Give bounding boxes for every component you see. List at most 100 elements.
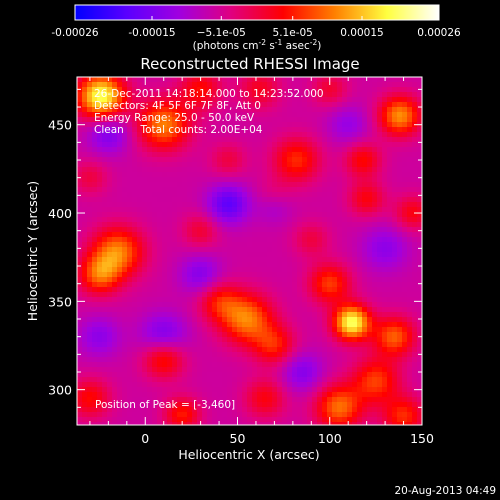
heatmap-cell	[162, 132, 168, 138]
heatmap-cell	[222, 287, 228, 293]
heatmap-cell	[142, 102, 148, 108]
heatmap-cell	[192, 412, 198, 418]
heatmap-cell	[162, 402, 168, 408]
heatmap-cell	[117, 137, 123, 143]
heatmap-cell	[247, 192, 253, 198]
heatmap-cell	[367, 172, 373, 178]
heatmap-cell	[412, 167, 418, 173]
heatmap-cell	[417, 282, 422, 288]
heatmap-cell	[397, 387, 403, 393]
heatmap-cell	[217, 152, 223, 158]
heatmap-cell	[272, 357, 278, 363]
heatmap-cell	[272, 102, 278, 108]
heatmap-cell	[377, 82, 383, 88]
heatmap-cell	[292, 422, 298, 425]
heatmap-cell	[177, 387, 183, 393]
heatmap-cell	[372, 392, 378, 398]
heatmap-cell	[272, 212, 278, 218]
heatmap-cell	[377, 97, 383, 103]
heatmap-cell	[237, 402, 243, 408]
heatmap-cell	[367, 367, 373, 373]
heatmap-cell	[282, 222, 288, 228]
heatmap-cell	[247, 392, 253, 398]
heatmap-cell	[247, 267, 253, 273]
heatmap-cell	[227, 217, 233, 223]
heatmap-cell	[327, 252, 333, 258]
heatmap-cell	[247, 327, 253, 333]
heatmap-cell	[207, 422, 213, 425]
heatmap-cell	[367, 107, 373, 113]
heatmap-cell	[147, 182, 153, 188]
heatmap-cell	[77, 322, 83, 328]
heatmap-cell	[162, 77, 168, 83]
heatmap-cell	[252, 312, 258, 318]
heatmap-cell	[277, 97, 283, 103]
heatmap-cell	[252, 252, 258, 258]
heatmap-cell	[152, 252, 158, 258]
heatmap-cell	[107, 212, 113, 218]
heatmap-cell	[187, 192, 193, 198]
heatmap-cell	[317, 202, 323, 208]
heatmap-cell	[277, 387, 283, 393]
heatmap-cell	[357, 87, 363, 93]
heatmap-cell	[297, 397, 303, 403]
heatmap-cell	[342, 277, 348, 283]
heatmap-cell	[317, 322, 323, 328]
heatmap-cell	[127, 162, 133, 168]
heatmap-cell	[342, 417, 348, 423]
heatmap-cell	[162, 97, 168, 103]
heatmap-cell	[377, 277, 383, 283]
heatmap-cell	[377, 107, 383, 113]
heatmap-cell	[407, 277, 413, 283]
heatmap-cell	[402, 332, 408, 338]
heatmap-cell	[287, 117, 293, 123]
heatmap-cell	[327, 187, 333, 193]
heatmap-cell	[182, 302, 188, 308]
heatmap-cell	[392, 152, 398, 158]
heatmap-cell	[417, 162, 422, 168]
heatmap-cell	[102, 392, 108, 398]
heatmap-cell	[352, 387, 358, 393]
heatmap-cell	[222, 112, 228, 118]
heatmap-cell	[292, 117, 298, 123]
heatmap-cell	[127, 397, 133, 403]
heatmap-cell	[192, 162, 198, 168]
heatmap-cell	[337, 387, 343, 393]
heatmap-cell	[132, 152, 138, 158]
heatmap-cell	[177, 122, 183, 128]
heatmap-cell	[122, 82, 128, 88]
heatmap-cell	[397, 307, 403, 313]
heatmap-cell	[167, 77, 173, 83]
heatmap-cell	[252, 322, 258, 328]
heatmap-cell	[107, 312, 113, 318]
heatmap-cell	[267, 317, 273, 323]
heatmap-cell	[127, 207, 133, 213]
heatmap-cell	[377, 422, 383, 425]
heatmap-cell	[282, 397, 288, 403]
heatmap-cell	[357, 422, 363, 425]
heatmap-cell	[347, 97, 353, 103]
heatmap-cell	[337, 142, 343, 148]
heatmap-cell	[187, 272, 193, 278]
heatmap-cell	[352, 87, 358, 93]
heatmap-cell	[152, 417, 158, 423]
heatmap-cell	[362, 217, 368, 223]
heatmap-cell	[387, 277, 393, 283]
heatmap-cell	[222, 107, 228, 113]
heatmap-cell	[337, 77, 343, 83]
heatmap-cell	[372, 307, 378, 313]
heatmap-cell	[187, 152, 193, 158]
heatmap-cell	[372, 157, 378, 163]
heatmap-cell	[382, 107, 388, 113]
heatmap-cell	[377, 202, 383, 208]
heatmap-cell	[242, 197, 248, 203]
heatmap-cell	[377, 377, 383, 383]
heatmap-cell	[337, 217, 343, 223]
heatmap-cell	[162, 222, 168, 228]
heatmap-cell	[177, 317, 183, 323]
heatmap-cell	[102, 242, 108, 248]
heatmap-cell	[212, 327, 218, 333]
heatmap-cell	[167, 122, 173, 128]
heatmap-cell	[127, 352, 133, 358]
heatmap-cell	[197, 117, 203, 123]
